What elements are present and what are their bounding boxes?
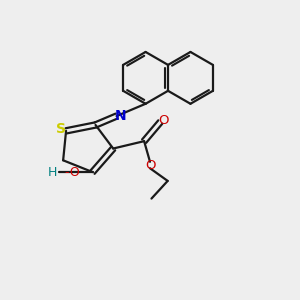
Text: -O: -O	[57, 166, 80, 178]
Text: H: H	[48, 166, 57, 178]
Text: S: S	[56, 122, 66, 136]
Text: O: O	[145, 159, 155, 172]
Text: N: N	[114, 109, 126, 123]
Text: O: O	[159, 114, 169, 127]
